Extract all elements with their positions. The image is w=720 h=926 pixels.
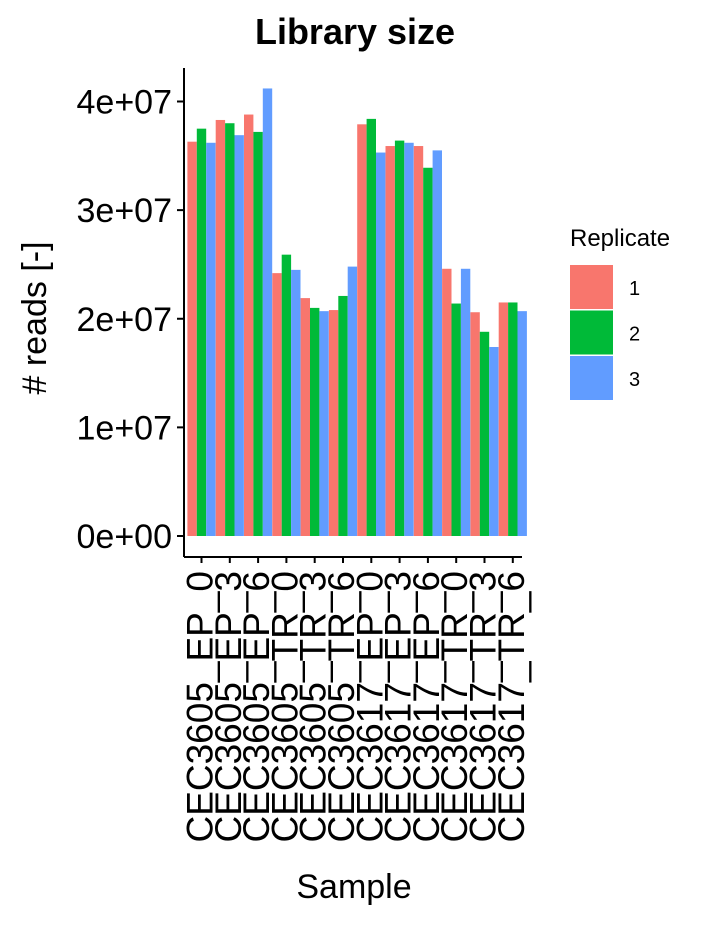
x-tick-label: CEC3605_TR_0 <box>264 571 305 842</box>
y-tick-label: 0e+00 <box>77 518 173 556</box>
bar <box>366 118 376 536</box>
bar <box>187 141 197 536</box>
bar <box>357 124 367 536</box>
y-tick-label: 1e+07 <box>77 409 173 447</box>
bar <box>253 131 263 536</box>
bar <box>442 268 452 536</box>
y-axis-label: # reads [-] <box>16 241 54 394</box>
bar <box>281 254 292 536</box>
y-tick-label: 2e+07 <box>77 301 173 339</box>
x-axis-label: Sample <box>296 868 411 906</box>
bar <box>347 266 358 536</box>
bar <box>310 307 320 536</box>
bar <box>262 88 273 537</box>
bar <box>319 311 329 536</box>
bar <box>423 167 433 536</box>
y-tick-label: 4e+07 <box>77 84 173 122</box>
axes-layer: CEC3605_EP_0CEC3605_EP_3CEC3605_EP_6CEC3… <box>77 68 532 843</box>
y-tick-label: 3e+07 <box>77 192 173 230</box>
bar <box>215 119 226 536</box>
x-tick-label: CEC3617_TR_0 <box>434 571 475 842</box>
bar <box>196 128 207 536</box>
x-tick-label: CEC3617_EP_0 <box>349 571 390 843</box>
bar <box>244 114 254 536</box>
bar <box>234 135 244 537</box>
legend-label: 3 <box>629 369 640 391</box>
x-tick-label: CEC3605_EP_6 <box>236 571 277 843</box>
x-tick-label: CEC3617_TR_6 <box>491 571 532 842</box>
bar <box>498 302 509 536</box>
legend-swatch <box>570 356 613 400</box>
legend-title: Replicate <box>570 225 670 252</box>
x-tick-label: CEC3605_EP_0 <box>180 571 221 843</box>
bar <box>404 142 414 536</box>
bar <box>470 312 480 536</box>
x-tick-label: CEC3605_TR_6 <box>321 571 362 842</box>
bar <box>394 140 405 536</box>
bars-layer <box>187 88 527 537</box>
legend-swatch <box>570 310 613 355</box>
chart-title: Library size <box>255 11 455 52</box>
bar <box>291 269 301 536</box>
bar <box>489 346 499 536</box>
bar <box>451 303 461 536</box>
bar <box>272 273 282 536</box>
legend-swatch <box>570 265 613 309</box>
bar <box>328 310 339 536</box>
x-tick-label: CEC3617_EP_6 <box>406 571 447 843</box>
legend-label: 2 <box>629 324 640 346</box>
bar <box>385 146 395 537</box>
x-tick-label: CEC3617_EP_3 <box>378 571 419 843</box>
x-tick-label: CEC3605_TR_3 <box>293 571 334 842</box>
bar <box>479 331 490 536</box>
bar <box>413 146 424 537</box>
bar <box>460 268 471 536</box>
bar <box>517 311 527 536</box>
legend: Replicate 1 2 3 <box>570 225 670 400</box>
legend-label: 1 <box>629 278 640 300</box>
bar <box>508 302 518 536</box>
bar <box>376 152 386 537</box>
bar <box>225 123 235 536</box>
bar <box>432 150 442 536</box>
bar <box>300 298 310 536</box>
x-tick-label: CEC3605_EP_3 <box>208 571 249 843</box>
x-tick-label: CEC3617_TR_3 <box>463 571 504 842</box>
bar <box>206 142 216 536</box>
bar <box>338 295 348 536</box>
